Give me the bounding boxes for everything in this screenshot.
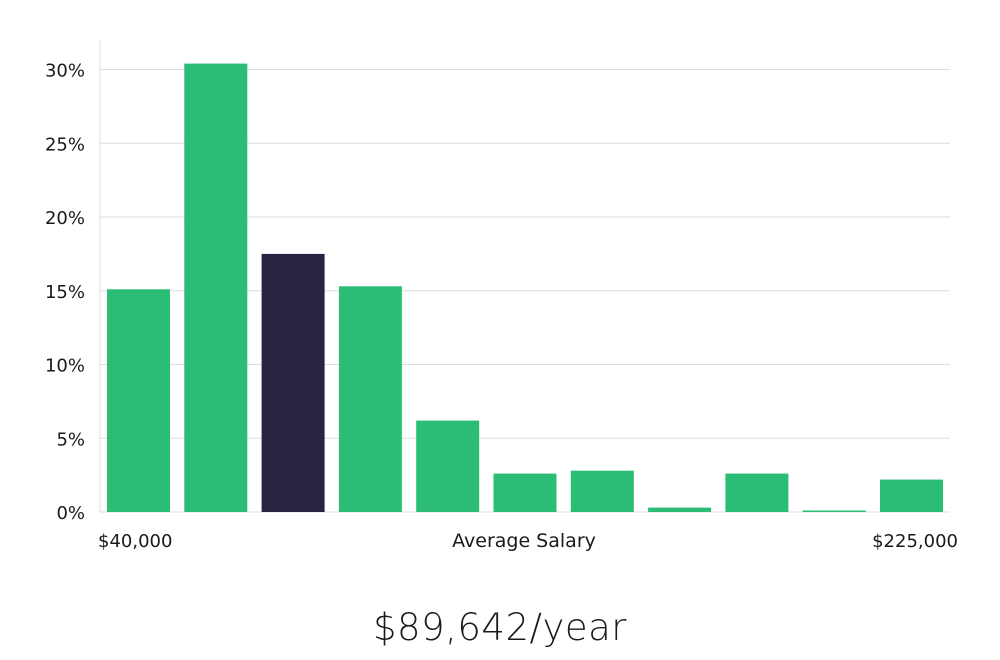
- bar: [570, 470, 634, 512]
- bar-highlighted: [261, 253, 325, 512]
- bar: [338, 286, 402, 512]
- y-tick-label: 15%: [45, 282, 85, 303]
- average-salary-value: $89,642/year: [372, 606, 627, 649]
- bar: [184, 63, 248, 512]
- bar: [416, 420, 480, 512]
- x-axis-title: Average Salary: [452, 530, 596, 552]
- y-tick-labels: 0% 5% 10% 15% 20% 25% 30%: [45, 61, 85, 525]
- y-tick-label: 10%: [45, 356, 85, 377]
- y-tick-label: 25%: [45, 134, 85, 155]
- bars: [107, 63, 943, 512]
- bar: [107, 289, 170, 512]
- bar: [725, 473, 789, 512]
- y-tick-label: 20%: [45, 208, 85, 229]
- y-tick-label: 30%: [45, 61, 85, 82]
- y-tick-label: 0%: [56, 503, 85, 524]
- y-tick-label: 5%: [56, 429, 85, 450]
- bar: [802, 510, 866, 512]
- x-min-label: $40,000: [98, 531, 172, 552]
- salary-histogram: 0% 5% 10% 15% 20% 25% 30% $40,000 Average Sala…: [45, 40, 958, 552]
- bar: [493, 473, 557, 512]
- x-max-label: $225,000: [872, 531, 958, 552]
- bar: [880, 479, 943, 512]
- bar: [648, 507, 712, 512]
